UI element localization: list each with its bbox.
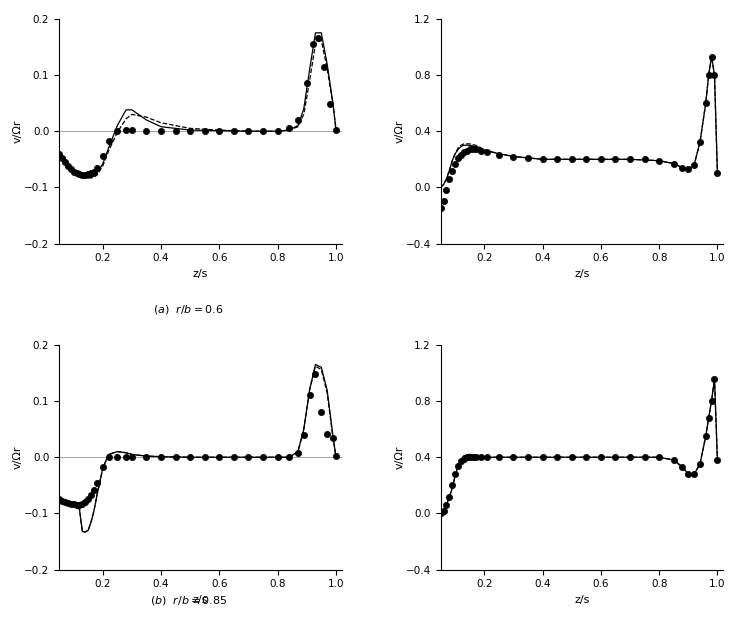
Y-axis label: v/Ωr: v/Ωr — [394, 120, 404, 143]
Text: $(b)$  $r/b=0.85$: $(b)$ $r/b=0.85$ — [150, 595, 227, 607]
Text: $(a)$  $r/b=0.6$: $(a)$ $r/b=0.6$ — [153, 304, 224, 316]
Legend: $\overline{u_iu_j}$, k-$\varepsilon$, Data: $\overline{u_iu_j}$, k-$\varepsilon$, Da… — [504, 501, 576, 560]
X-axis label: z/s: z/s — [574, 269, 590, 279]
X-axis label: z/s: z/s — [193, 595, 208, 605]
Y-axis label: v/Ωr: v/Ωr — [13, 446, 23, 469]
X-axis label: z/s: z/s — [193, 269, 208, 279]
X-axis label: z/s: z/s — [574, 595, 590, 605]
Y-axis label: v/Ωr: v/Ωr — [394, 446, 404, 469]
Y-axis label: v/Ωr: v/Ωr — [13, 120, 23, 143]
